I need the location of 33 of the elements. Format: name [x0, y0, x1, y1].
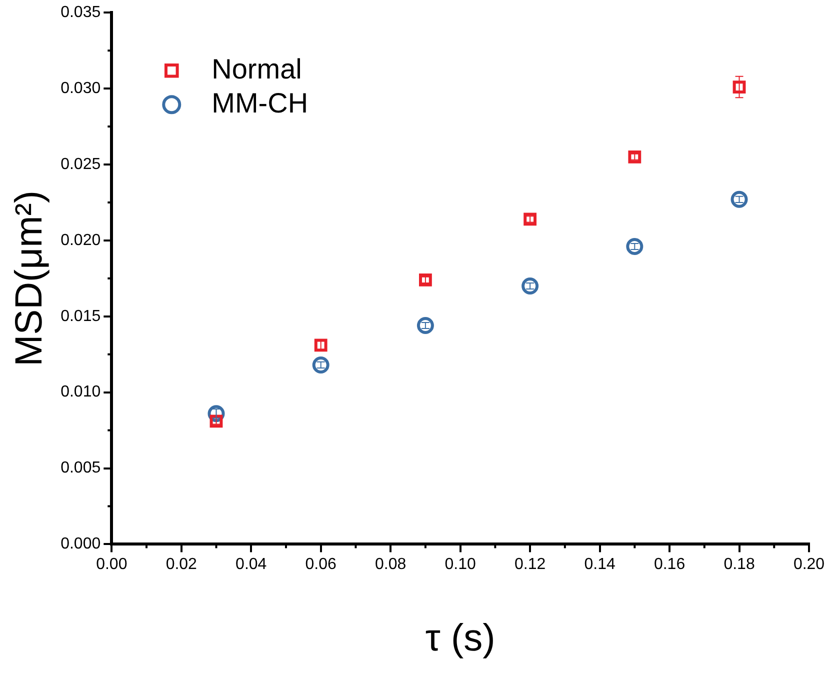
x-tick-label: 0.06: [305, 556, 337, 574]
x-tick-label: 0.04: [236, 556, 267, 574]
point: [628, 150, 642, 164]
point: [210, 414, 223, 428]
point: [730, 190, 748, 208]
point: [312, 356, 330, 374]
x-tick-label: 0.20: [793, 556, 825, 574]
y-tick-label: 0.000: [60, 536, 101, 553]
point: [522, 277, 539, 294]
x-tick-label: 0.12: [514, 556, 546, 574]
x-tick-label: 0.16: [654, 556, 686, 574]
legend-label: MM-CH: [212, 87, 308, 118]
point: [524, 212, 537, 226]
point: [732, 80, 746, 94]
y-tick-label: 0.015: [60, 308, 101, 325]
x-tick-label: 0.14: [584, 556, 616, 574]
y-tick-label: 0.005: [60, 460, 101, 477]
y-tick-label: 0.035: [60, 4, 101, 22]
x-tick-label: 0.02: [166, 556, 198, 574]
y-tick-label: 0.010: [60, 384, 101, 401]
point: [626, 238, 644, 256]
y-axis-title: MSD(μm²): [8, 190, 50, 366]
x-tick-label: 0.10: [444, 556, 476, 574]
y-tick-label: 0.030: [60, 80, 101, 97]
x-tick-label: 0.08: [375, 556, 406, 574]
x-tick-label: 0.18: [724, 556, 755, 574]
point: [419, 273, 432, 286]
point: [416, 316, 434, 334]
legend-label: Normal: [212, 53, 302, 84]
y-tick-label: 0.020: [60, 232, 101, 249]
y-tick-label: 0.025: [60, 156, 101, 173]
x-axis-title: τ (s): [425, 618, 496, 660]
x-tick-label: 0.00: [96, 556, 128, 574]
